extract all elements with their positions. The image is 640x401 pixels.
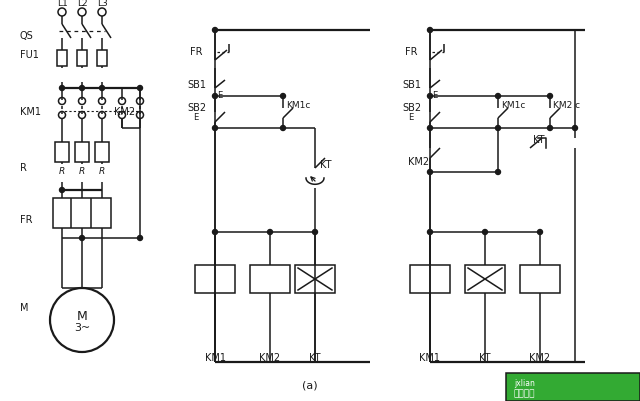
Bar	[520, 265, 560, 293]
Text: R: R	[79, 168, 85, 176]
Text: SB2: SB2	[402, 103, 421, 113]
Bar	[295, 265, 335, 293]
Circle shape	[79, 85, 84, 91]
Circle shape	[58, 8, 66, 16]
Text: KM2: KM2	[259, 353, 280, 363]
Circle shape	[60, 85, 65, 91]
Text: KM2: KM2	[408, 157, 429, 167]
Text: 3~: 3~	[74, 323, 90, 333]
Text: KM1c: KM1c	[501, 101, 525, 109]
Circle shape	[138, 235, 143, 241]
Circle shape	[495, 93, 500, 99]
Bar	[53, 198, 111, 228]
Bar	[97, 50, 107, 66]
Bar	[75, 142, 89, 162]
Circle shape	[136, 97, 143, 105]
Circle shape	[495, 170, 500, 174]
Circle shape	[495, 126, 500, 130]
Bar	[506, 373, 640, 401]
Text: FU1: FU1	[20, 50, 39, 60]
Text: KM1: KM1	[205, 353, 225, 363]
Text: FR: FR	[20, 215, 33, 225]
Text: R: R	[59, 168, 65, 176]
Text: M: M	[77, 310, 88, 322]
Text: L2: L2	[77, 0, 87, 8]
Text: R: R	[20, 163, 27, 173]
Circle shape	[312, 229, 317, 235]
Bar	[77, 50, 87, 66]
Circle shape	[212, 126, 218, 130]
Text: KT: KT	[479, 353, 491, 363]
Text: R: R	[99, 168, 105, 176]
Text: KM2: KM2	[114, 107, 135, 117]
Circle shape	[280, 126, 285, 130]
Bar	[410, 265, 450, 293]
Text: (a): (a)	[302, 381, 318, 391]
Circle shape	[58, 111, 65, 119]
Circle shape	[50, 288, 114, 352]
Circle shape	[118, 111, 125, 119]
Bar	[195, 265, 235, 293]
Circle shape	[212, 229, 218, 235]
Circle shape	[98, 8, 106, 16]
Text: QS: QS	[20, 31, 34, 41]
Circle shape	[58, 97, 65, 105]
Circle shape	[79, 97, 86, 105]
Text: KT: KT	[533, 135, 545, 145]
Text: FR: FR	[190, 47, 202, 57]
Text: SB1: SB1	[187, 80, 206, 90]
Circle shape	[573, 126, 577, 130]
Circle shape	[99, 111, 106, 119]
Text: FR: FR	[405, 47, 417, 57]
Circle shape	[79, 235, 84, 241]
Circle shape	[428, 28, 433, 32]
Circle shape	[483, 229, 488, 235]
Circle shape	[547, 93, 552, 99]
Text: M: M	[20, 303, 29, 313]
Text: KM1c: KM1c	[286, 101, 310, 109]
Circle shape	[268, 229, 273, 235]
Text: E: E	[432, 91, 437, 99]
Circle shape	[212, 93, 218, 99]
Text: KT: KT	[320, 160, 332, 170]
Text: SB2: SB2	[187, 103, 206, 113]
Text: KM2: KM2	[529, 353, 550, 363]
Bar	[250, 265, 290, 293]
Bar	[55, 142, 69, 162]
Circle shape	[99, 97, 106, 105]
Text: E: E	[193, 113, 198, 122]
Circle shape	[280, 93, 285, 99]
Text: KM1: KM1	[20, 107, 41, 117]
Circle shape	[212, 28, 218, 32]
Circle shape	[118, 97, 125, 105]
Circle shape	[138, 85, 143, 91]
Text: L1: L1	[56, 0, 67, 8]
Circle shape	[428, 170, 433, 174]
Circle shape	[428, 229, 433, 235]
Circle shape	[79, 111, 86, 119]
Text: KT: KT	[309, 353, 321, 363]
Text: KM2 c: KM2 c	[553, 101, 580, 109]
Circle shape	[428, 93, 433, 99]
Bar	[57, 50, 67, 66]
Circle shape	[136, 111, 143, 119]
Text: KM1: KM1	[419, 353, 440, 363]
Text: E: E	[217, 91, 222, 99]
Circle shape	[78, 8, 86, 16]
Text: E: E	[408, 113, 413, 122]
Circle shape	[547, 126, 552, 130]
Text: SB1: SB1	[402, 80, 421, 90]
Circle shape	[428, 126, 433, 130]
Bar	[465, 265, 505, 293]
Bar	[95, 142, 109, 162]
Text: jxlian: jxlian	[514, 379, 535, 389]
Circle shape	[99, 85, 104, 91]
Circle shape	[60, 188, 65, 192]
Text: L3: L3	[97, 0, 108, 8]
Text: 技成培训: 技成培训	[514, 389, 536, 399]
Circle shape	[538, 229, 543, 235]
